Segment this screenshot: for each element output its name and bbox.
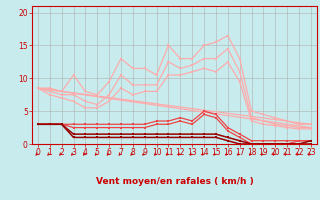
- X-axis label: Vent moyen/en rafales ( km/h ): Vent moyen/en rafales ( km/h ): [96, 177, 253, 186]
